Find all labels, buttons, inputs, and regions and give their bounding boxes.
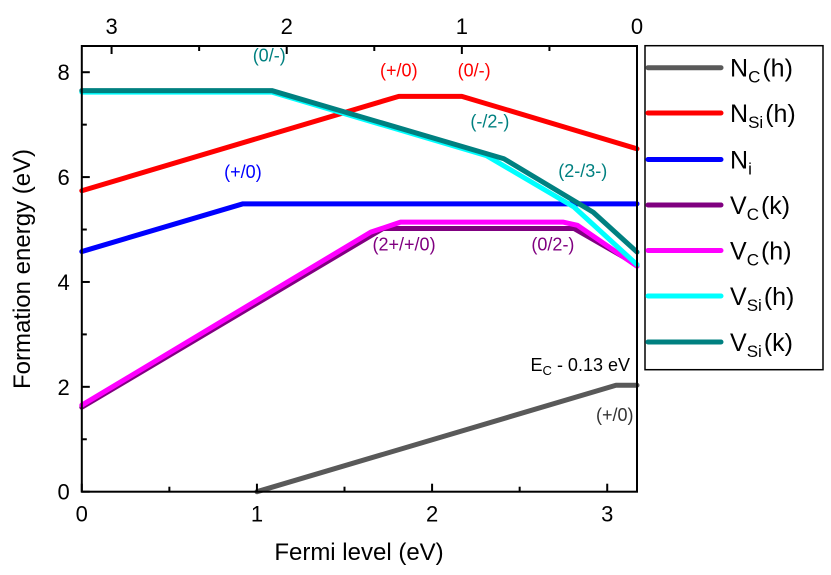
series-layer bbox=[79, 88, 640, 495]
transition-level-label: (+/0) bbox=[380, 60, 418, 80]
legend-suffix: (h) bbox=[764, 283, 795, 311]
legend-suffix: (k) bbox=[764, 329, 793, 357]
y-tick-label: 4 bbox=[58, 270, 70, 295]
legend-entry: VSi(h) bbox=[730, 283, 794, 315]
legend-suffix: (h) bbox=[765, 100, 796, 128]
x-tick-label: 3 bbox=[601, 502, 613, 527]
annotations: (0/-) (+/0) (0/-) (-/2-) (2-/3-) (+/0) (2+/+/0… bbox=[224, 46, 633, 425]
legend-entry: NC(h) bbox=[730, 55, 793, 87]
ec-rest: - 0.13 eV bbox=[552, 355, 630, 375]
legend-base: N bbox=[730, 100, 748, 128]
ec-sub: C bbox=[543, 363, 552, 378]
transition-level-label: (+/0) bbox=[224, 162, 262, 182]
y-tick-label: 2 bbox=[58, 375, 70, 400]
series-line-v-c-h- bbox=[79, 219, 640, 408]
legend-entry: NSi(h) bbox=[730, 100, 796, 132]
y-tick-label: 0 bbox=[58, 480, 70, 505]
legend-entry: VC(k) bbox=[730, 192, 790, 224]
transition-level-label: (-/2-) bbox=[470, 111, 509, 131]
y-tick-label: 8 bbox=[58, 60, 70, 85]
legend-suffix: (k) bbox=[761, 192, 790, 220]
legend-base: V bbox=[730, 192, 747, 220]
legend-suffix: (h) bbox=[762, 55, 793, 83]
x-axis-title: Fermi level (eV) bbox=[274, 539, 443, 566]
legend-sub: i bbox=[748, 159, 752, 178]
transition-level-label: (2+/+/0) bbox=[373, 234, 436, 254]
transition-level-label: (+/0) bbox=[596, 405, 634, 425]
transition-level-label: (0/2-) bbox=[531, 234, 574, 254]
legend-entry: Ni bbox=[730, 147, 752, 179]
top-tick-label: 1 bbox=[456, 14, 468, 39]
legend-suffix: (h) bbox=[761, 238, 792, 266]
legend-base: V bbox=[730, 238, 747, 266]
plot-frame bbox=[80, 45, 639, 493]
top-tick-label: 0 bbox=[631, 14, 643, 39]
transition-level-label: (0/-) bbox=[458, 60, 491, 80]
series-line-v-c-k- bbox=[79, 225, 640, 410]
top-tick-label: 3 bbox=[105, 14, 117, 39]
legend-base: V bbox=[730, 283, 747, 311]
legend-sub: C bbox=[747, 250, 759, 269]
series-line-n-i bbox=[79, 201, 640, 255]
y-tick-label: 6 bbox=[58, 165, 70, 190]
legend-base: N bbox=[730, 147, 748, 175]
top-tick-label: 2 bbox=[281, 14, 293, 39]
series-line-n-si-h- bbox=[79, 93, 640, 194]
ec-base: E bbox=[531, 355, 543, 375]
ticks-layer: 0 1 2 3 0 2 4 6 8 3 2 1 0 bbox=[58, 14, 644, 527]
ec-level-label: EC - 0.13 eV bbox=[531, 355, 630, 378]
legend-entry: VSi(k) bbox=[730, 329, 793, 361]
transition-level-label: (2-/3-) bbox=[558, 161, 607, 181]
legend-sub: Si bbox=[747, 342, 762, 361]
legend-sub: Si bbox=[747, 296, 762, 315]
legend-base: N bbox=[730, 55, 748, 83]
x-tick-label: 2 bbox=[426, 502, 438, 527]
legend-sub: Si bbox=[748, 113, 763, 132]
x-tick-label: 0 bbox=[76, 502, 88, 527]
legend-sub: C bbox=[747, 205, 759, 224]
transition-level-label: (0/-) bbox=[253, 46, 286, 66]
legend-box bbox=[644, 44, 824, 371]
legend-sub: C bbox=[748, 68, 760, 87]
legend-base: V bbox=[730, 329, 747, 357]
y-axis-title: Formation energy (eV) bbox=[9, 149, 36, 389]
series-line-v-si-k- bbox=[79, 88, 640, 255]
legend-entry: VC(h) bbox=[730, 238, 792, 270]
x-tick-label: 1 bbox=[251, 502, 263, 527]
series-line-n-c-h- bbox=[254, 382, 640, 495]
